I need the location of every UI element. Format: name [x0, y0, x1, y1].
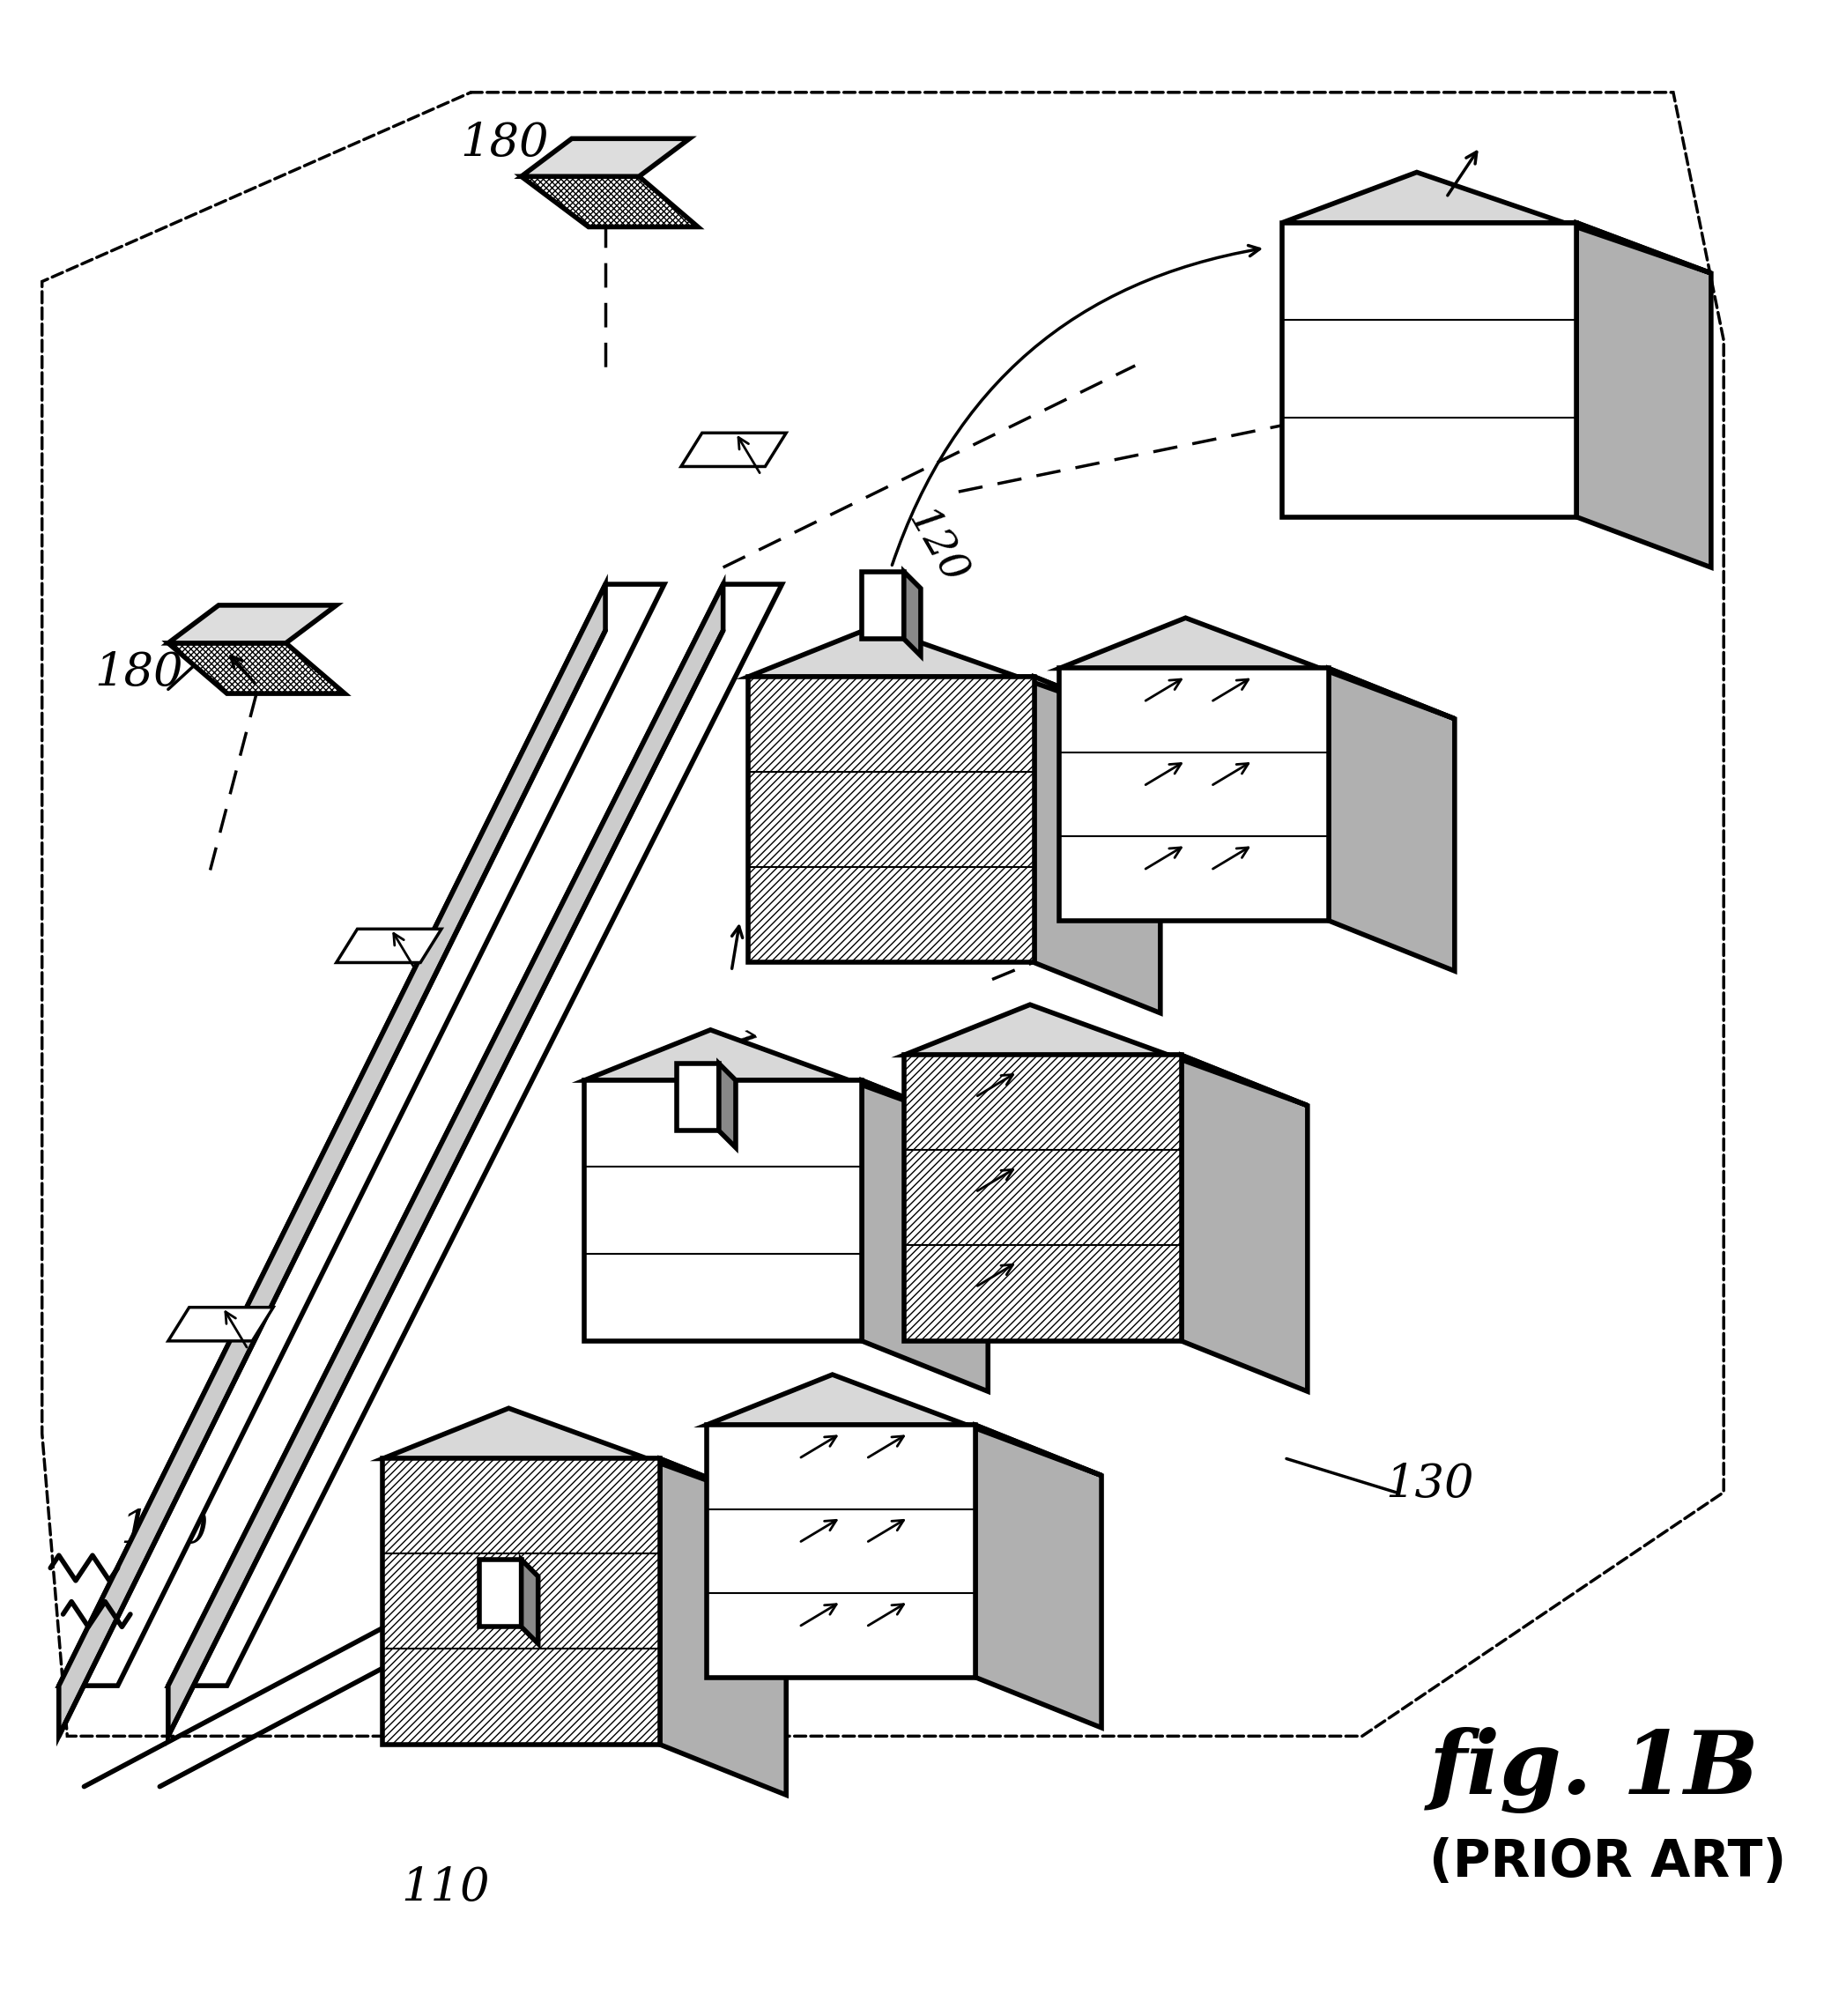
- Polygon shape: [1329, 669, 1455, 972]
- Polygon shape: [862, 573, 905, 639]
- Polygon shape: [975, 1425, 1102, 1728]
- Text: 130: 130: [1384, 1462, 1473, 1506]
- Polygon shape: [1034, 677, 1161, 1014]
- Polygon shape: [748, 627, 1161, 728]
- Polygon shape: [1181, 1054, 1307, 1391]
- Polygon shape: [707, 1375, 1102, 1476]
- Polygon shape: [59, 585, 605, 1736]
- Text: 180: 180: [460, 121, 548, 165]
- Polygon shape: [521, 177, 698, 228]
- Text: 180: 180: [94, 649, 183, 696]
- Polygon shape: [661, 1460, 786, 1794]
- Polygon shape: [905, 1054, 1181, 1341]
- Text: 110: 110: [401, 1865, 489, 1909]
- Polygon shape: [718, 1064, 737, 1147]
- Polygon shape: [905, 573, 921, 655]
- Polygon shape: [168, 1306, 273, 1341]
- Polygon shape: [480, 1560, 521, 1627]
- Polygon shape: [677, 1064, 718, 1131]
- Polygon shape: [382, 1460, 661, 1744]
- Polygon shape: [1283, 222, 1576, 516]
- Polygon shape: [168, 585, 783, 1685]
- Polygon shape: [382, 1409, 786, 1510]
- Polygon shape: [748, 677, 1034, 962]
- Text: 120: 120: [711, 1024, 786, 1113]
- Polygon shape: [336, 929, 441, 962]
- Text: (PRIOR ART): (PRIOR ART): [1429, 1837, 1787, 1887]
- Polygon shape: [905, 1004, 1307, 1105]
- Polygon shape: [168, 605, 336, 643]
- Polygon shape: [168, 585, 724, 1736]
- Polygon shape: [707, 1425, 975, 1677]
- Text: 170: 170: [120, 1508, 209, 1552]
- Polygon shape: [585, 1030, 988, 1131]
- Polygon shape: [521, 1560, 539, 1643]
- Polygon shape: [168, 643, 345, 694]
- Text: 120: 120: [901, 502, 975, 591]
- Polygon shape: [1576, 222, 1711, 566]
- Polygon shape: [681, 433, 786, 466]
- Polygon shape: [862, 1081, 988, 1391]
- Polygon shape: [59, 585, 665, 1685]
- Polygon shape: [1060, 617, 1455, 720]
- Polygon shape: [585, 1081, 862, 1341]
- Polygon shape: [521, 139, 689, 177]
- Polygon shape: [1283, 171, 1711, 272]
- Polygon shape: [1060, 669, 1329, 921]
- Text: fig. 1B: fig. 1B: [1429, 1726, 1759, 1812]
